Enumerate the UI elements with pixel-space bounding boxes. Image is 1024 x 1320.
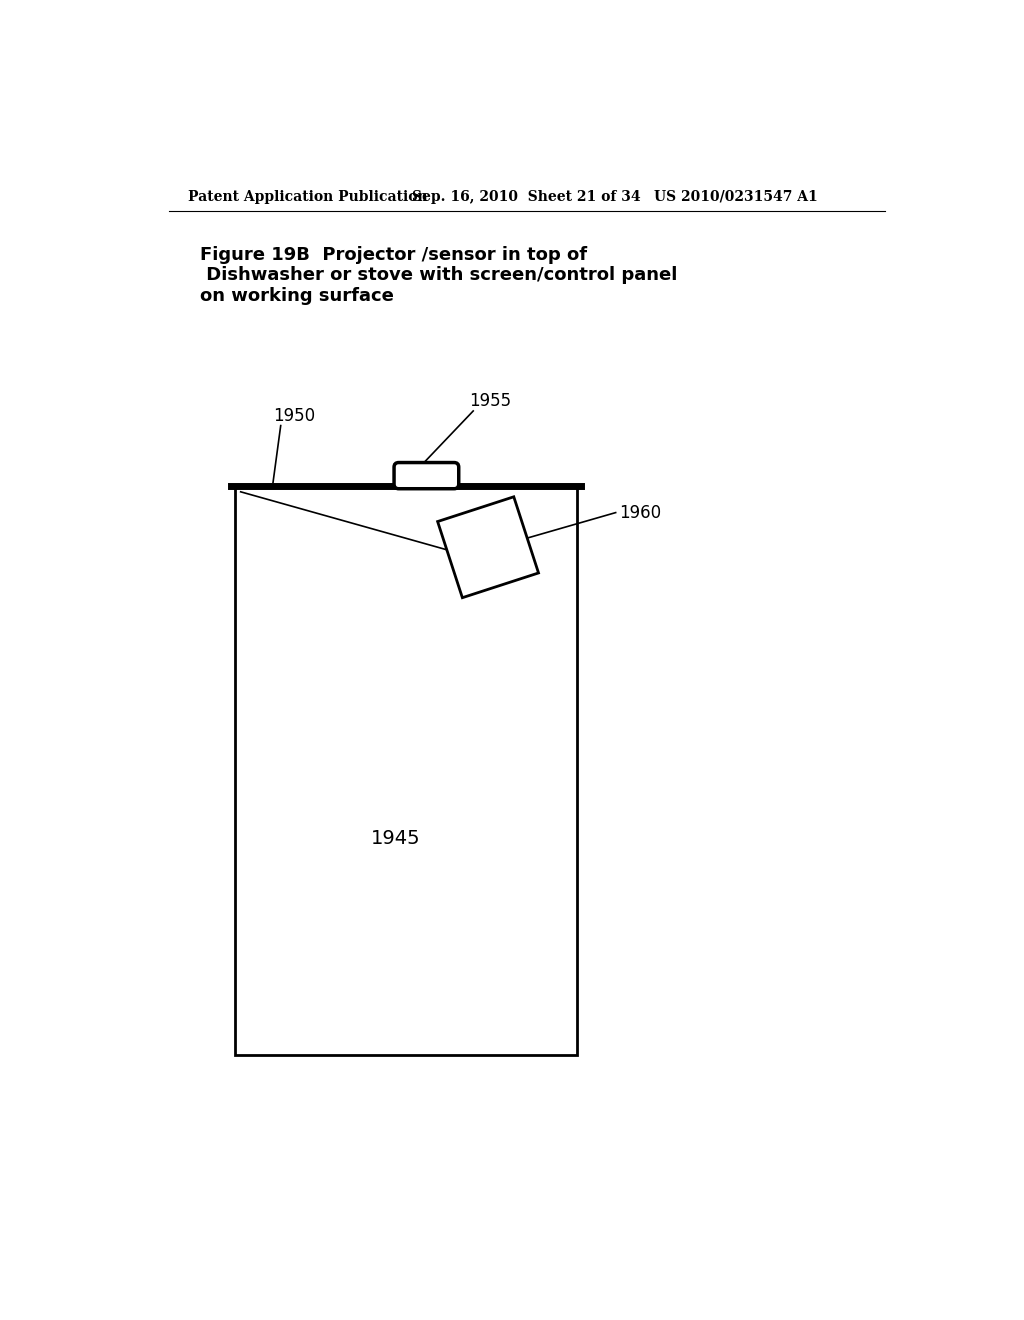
Text: Figure 19B  Projector /sensor in top of: Figure 19B Projector /sensor in top of xyxy=(200,246,587,264)
Text: on working surface: on working surface xyxy=(200,288,394,305)
Text: 1960: 1960 xyxy=(620,504,662,521)
Polygon shape xyxy=(437,496,539,598)
Text: 1950: 1950 xyxy=(273,408,315,425)
Bar xyxy=(234,486,578,1056)
FancyBboxPatch shape xyxy=(394,462,459,488)
Text: 1945: 1945 xyxy=(371,829,421,849)
Text: Sep. 16, 2010  Sheet 21 of 34: Sep. 16, 2010 Sheet 21 of 34 xyxy=(412,190,640,203)
Text: Dishwasher or stove with screen/control panel: Dishwasher or stove with screen/control … xyxy=(200,267,677,284)
Text: 1955: 1955 xyxy=(469,392,511,411)
Text: Patent Application Publication: Patent Application Publication xyxy=(188,190,428,203)
Text: US 2010/0231547 A1: US 2010/0231547 A1 xyxy=(654,190,818,203)
